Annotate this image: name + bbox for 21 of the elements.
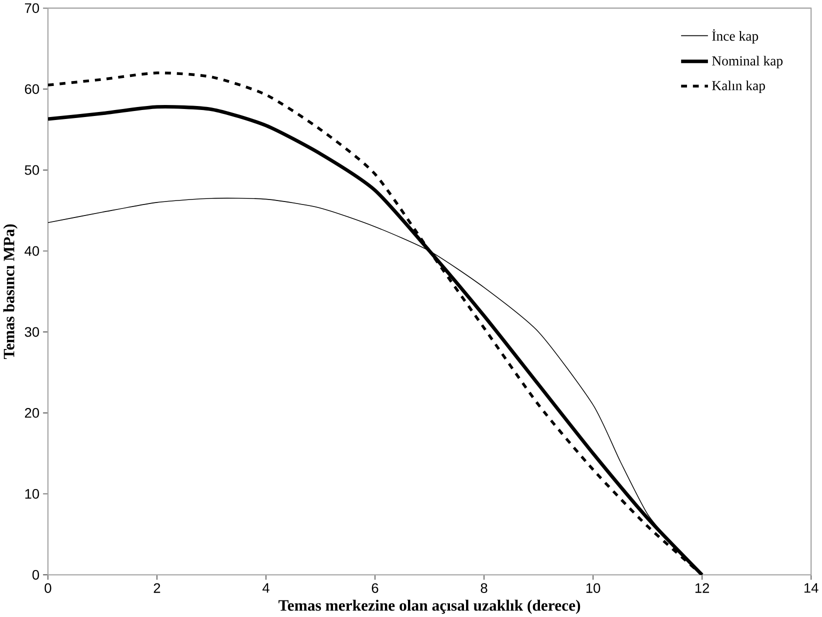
y-tick-label: 40 [24,246,40,256]
x-tick-label: 10 [586,583,600,593]
y-tick-label: 50 [24,165,40,175]
y-tick-label: 30 [24,326,40,337]
x-tick-label: 8 [480,583,488,593]
y-tick-label: 60 [24,84,40,94]
legend-label: Nominal kap [712,56,783,68]
x-tick-label: 6 [372,583,378,593]
x-tick-label: 12 [695,583,710,593]
y-axis-title: Temas basıncı MPa) [3,224,18,359]
y-tick-label: 70 [24,3,40,13]
y-tick-label: 10 [25,488,40,499]
x-tick-label: 2 [154,583,160,593]
x-tick-label: 14 [804,583,818,593]
y-tick-label: 0 [32,570,40,580]
y-tick-label: 20 [24,408,40,418]
x-axis-title: Temas merkezine olan açısal uzaklık (derece) [278,600,580,614]
x-tick-label: 4 [262,583,270,593]
legend-label: Kalın kap [712,80,765,93]
legend-label: İnce kap [712,29,758,44]
x-tick-label: 0 [44,583,52,593]
